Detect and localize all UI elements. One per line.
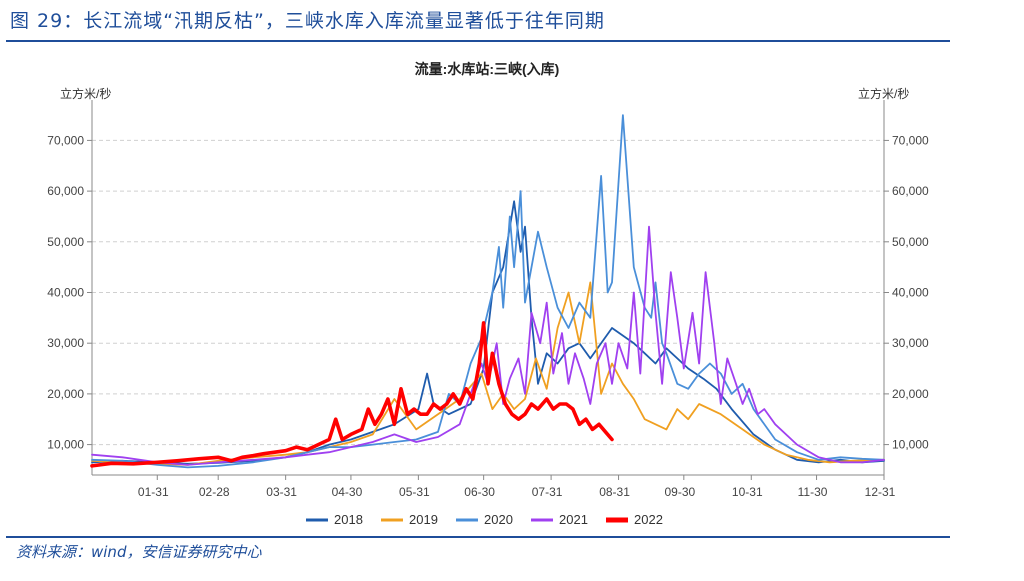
x-tick-label: 12-31 — [865, 485, 896, 499]
y-tick-label-left: 70,000 — [47, 133, 84, 147]
y-tick-label-right: 20,000 — [892, 387, 929, 401]
y-tick-label-left: 60,000 — [47, 184, 84, 198]
x-tick-label: 09-30 — [664, 485, 695, 499]
x-tick-label: 10-31 — [732, 485, 763, 499]
y-tick-label-right: 10,000 — [892, 438, 929, 452]
source-note: 资料来源：wind，安信证券研究中心 — [16, 543, 262, 561]
x-tick-label: 11-30 — [798, 485, 828, 499]
y-tick-label-right: 40,000 — [892, 286, 929, 300]
y-axis-left: 10,000 20,000 30,000 40,000 50,000 60,000 70,0… — [47, 100, 93, 475]
y-tick-label-left: 20,000 — [47, 387, 84, 401]
y-tick-label-left: 10,000 — [47, 438, 84, 452]
x-tick-label: 01-31 — [138, 485, 169, 499]
y-tick-label-left: 50,000 — [47, 235, 84, 249]
y-tick-label-right: 30,000 — [892, 336, 929, 350]
legend-label-2018[interactable]: 2018 — [334, 512, 363, 527]
chart-title: 流量:水库站:三峡(入库) — [415, 61, 560, 77]
title-underline — [6, 40, 950, 42]
legend-label-2022[interactable]: 2022 — [634, 512, 663, 527]
x-tick-label: 07-31 — [532, 485, 563, 499]
x-tick-label: 02-28 — [199, 485, 230, 499]
legend-label-2019[interactable]: 2019 — [409, 512, 438, 527]
gridlines — [92, 139, 884, 446]
source-rule — [6, 536, 950, 538]
x-tick-label: 08-31 — [599, 485, 630, 499]
series-line-2020 — [91, 114, 885, 469]
y-tick-label-right: 50,000 — [892, 235, 929, 249]
x-tick-label: 06-30 — [464, 485, 495, 499]
y-tick-label-right: 70,000 — [892, 133, 929, 147]
series-lines — [90, 114, 885, 469]
legend-label-2021[interactable]: 2021 — [559, 512, 588, 527]
y-axis-right: 10,000 20,000 30,000 40,000 50,000 60,000 70,0… — [883, 100, 929, 475]
x-tick-label: 05-31 — [399, 485, 430, 499]
figure-title: 图 29：长江流域“汛期反枯”，三峡水库入库流量显著低于往年同期 — [10, 10, 605, 32]
y-tick-label-left: 40,000 — [47, 286, 84, 300]
y-axis-left-unit: 立方米/秒 — [60, 86, 111, 101]
x-tick-label: 03-31 — [266, 485, 297, 499]
x-axis: 01-31 02-28 03-31 04-30 05-31 06-30 07-31 08-31… — [92, 474, 896, 499]
legend-label-2020[interactable]: 2020 — [484, 512, 513, 527]
legend[interactable]: 2018 2019 2020 2021 2022 — [306, 512, 663, 527]
series-line-2021 — [91, 225, 885, 466]
y-axis-right-unit: 立方米/秒 — [858, 86, 909, 101]
y-tick-label-left: 30,000 — [47, 336, 84, 350]
series-line-2022 — [90, 321, 614, 468]
y-tick-label-right: 60,000 — [892, 184, 929, 198]
x-tick-label: 04-30 — [332, 485, 363, 499]
